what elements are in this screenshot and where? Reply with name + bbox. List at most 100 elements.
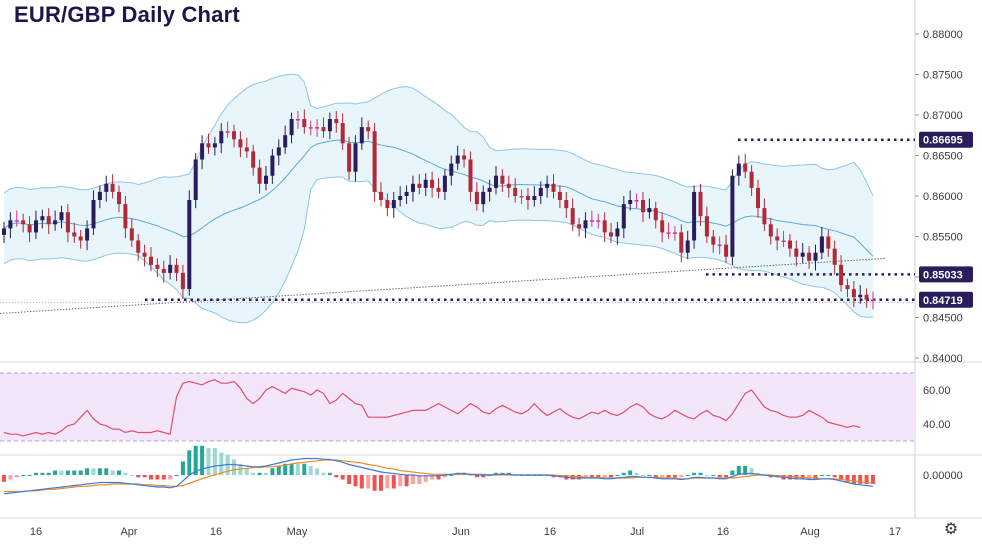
candle-body (494, 175, 498, 188)
macd-histogram-bar (672, 475, 677, 478)
candle-body (200, 143, 205, 160)
macd-histogram-bar (308, 466, 313, 475)
bollinger-lower (3, 176, 874, 324)
macd-histogram-bar (743, 466, 748, 475)
price-tag-box (919, 266, 973, 283)
macd-histogram-bar (717, 475, 722, 478)
macd-histogram-bar (46, 472, 51, 476)
candle-body (685, 240, 690, 253)
candle-body (564, 200, 569, 209)
candle-body (264, 175, 268, 184)
candle-body (698, 191, 703, 217)
macd-histogram-bar (27, 475, 32, 476)
candle-body (871, 299, 875, 302)
time-tick-label: May (287, 526, 308, 538)
candle-body (270, 155, 275, 176)
candle-body (391, 200, 396, 209)
candle-body (583, 220, 588, 229)
candle-body (653, 208, 658, 221)
macd-histogram-bar (819, 475, 824, 476)
macd-histogram-bar (807, 475, 812, 480)
candle-body (117, 191, 121, 205)
candle-body (602, 220, 607, 233)
candle-body (244, 147, 249, 152)
candle-body (53, 220, 58, 225)
gear-icon[interactable]: ⚙ (943, 521, 959, 538)
candle-body (845, 285, 850, 290)
time-tick-label: 16 (210, 526, 222, 538)
candle-body (155, 264, 160, 269)
macd-histogram-bar (423, 475, 428, 482)
candle-body (839, 264, 844, 286)
macd-histogram-bar (219, 452, 224, 475)
candle-body (743, 163, 748, 172)
macd-histogram-bar (589, 475, 594, 478)
price-tag-box (919, 131, 973, 148)
macd-histogram-bar (21, 475, 26, 476)
bollinger-upper (3, 73, 874, 196)
macd-histogram-bar (621, 472, 626, 476)
time-tick-label: Aug (800, 526, 820, 538)
macd-histogram-bar (609, 475, 613, 478)
candle-body (826, 236, 831, 249)
candle-body (794, 248, 799, 257)
candle-body (768, 224, 773, 237)
candle-body (379, 191, 383, 200)
macd-histogram-bar (321, 472, 326, 476)
candle-body (14, 220, 19, 222)
macd-histogram-bar (327, 472, 332, 476)
macd-histogram-bar (685, 475, 690, 476)
candle-body (219, 131, 224, 144)
candle-body (251, 151, 256, 168)
candle-body (417, 183, 422, 188)
macd-histogram-bar (698, 472, 703, 476)
candle-body (526, 196, 530, 200)
price-tag-label: 0.86695 (923, 135, 963, 147)
time-tick-label: 16 (717, 526, 729, 538)
candle-body (666, 232, 671, 234)
candle-body (762, 208, 767, 225)
candle-body (864, 294, 869, 300)
candle-body (641, 200, 645, 213)
macd-histogram-bar (34, 472, 38, 476)
macd-histogram-bar (641, 475, 645, 476)
candle-body (46, 216, 51, 225)
macd-histogram-bar (212, 448, 217, 475)
macd-histogram-bar (832, 475, 837, 478)
macd-histogram-bar (283, 463, 288, 476)
candle-body (430, 179, 435, 188)
macd-histogram-bar (200, 445, 205, 476)
macd-histogram-bar (136, 475, 141, 478)
candle-body (334, 119, 339, 124)
candle-body (161, 268, 166, 273)
candle-body (423, 179, 428, 188)
candle-body (276, 147, 281, 156)
candle-body (634, 200, 639, 202)
candle-body (756, 187, 760, 209)
candle-body (180, 272, 185, 290)
macd-histogram-bar (180, 461, 185, 475)
macd-histogram-bar (206, 448, 211, 475)
candle-body (136, 240, 141, 253)
candle-body (65, 212, 70, 233)
macd-histogram-bar (468, 475, 473, 476)
candle-body (85, 228, 90, 241)
candle-body (302, 119, 307, 128)
macd-histogram-bar (851, 475, 856, 484)
macd-histogram-bar (845, 475, 850, 482)
candle-body (819, 236, 824, 253)
macd-histogram-bar (417, 475, 422, 484)
time-tick-label: Jul (630, 526, 644, 538)
macd-histogram-bar (302, 463, 307, 476)
macd-histogram-bar (104, 468, 109, 476)
rsi-tick-label: 40.00 (923, 419, 951, 431)
candle-body (577, 224, 582, 229)
candle-body (474, 191, 479, 205)
macd-histogram-bar (749, 468, 754, 476)
candle-body (557, 191, 562, 200)
candle-body (692, 191, 697, 241)
macd-histogram-bar (174, 475, 179, 476)
candle-body (21, 220, 26, 225)
chart-title: EUR/GBP Daily Chart (14, 2, 240, 27)
